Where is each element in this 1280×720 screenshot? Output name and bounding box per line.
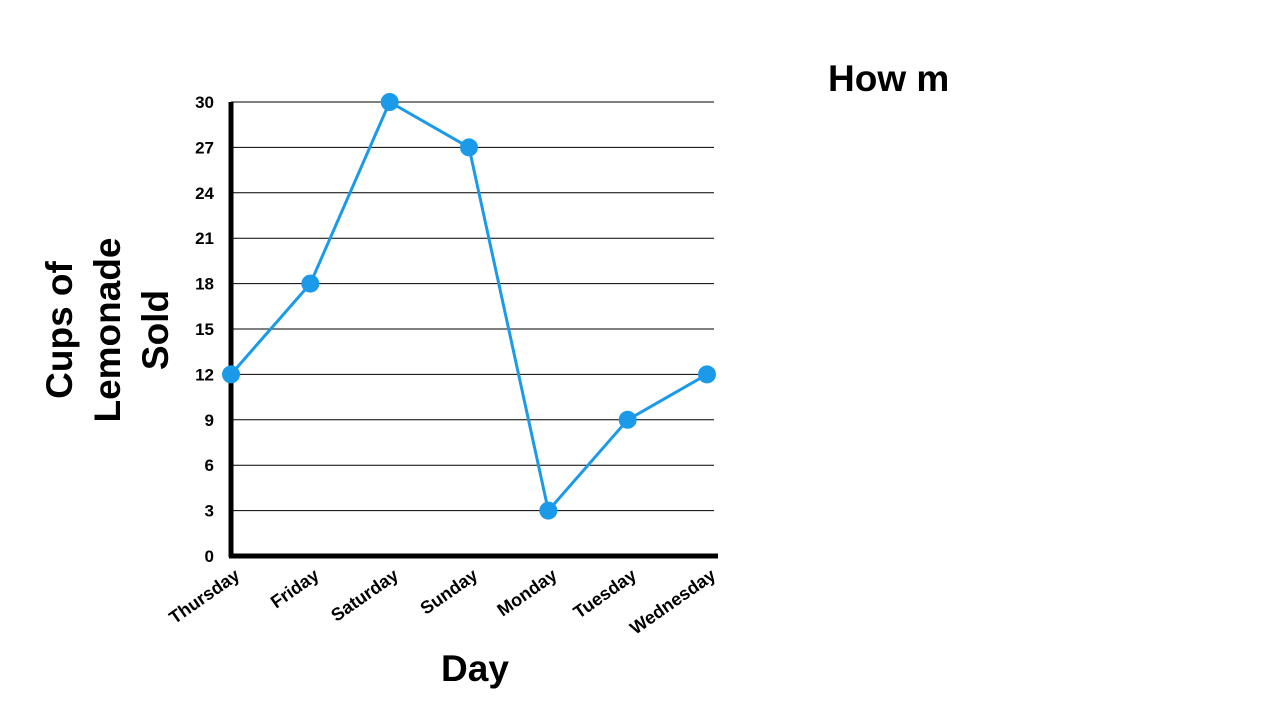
x-tick-label: Monday xyxy=(493,565,560,620)
question-text: How m xyxy=(828,58,950,99)
y-tick-label: 12 xyxy=(195,365,214,384)
y-tick-label: 6 xyxy=(205,456,214,475)
y-tick-labels: 0 3 6 9 12 15 18 21 24 27 30 xyxy=(195,93,214,566)
y-tick-label: 3 xyxy=(205,502,214,521)
x-tick-label: Sunday xyxy=(417,565,482,619)
y-axis-title-line: Sold xyxy=(135,290,176,370)
y-tick-label: 27 xyxy=(195,138,214,157)
data-point xyxy=(539,501,558,520)
series-line xyxy=(229,100,708,513)
axes xyxy=(228,102,718,559)
x-axis-title: Day xyxy=(441,648,509,689)
series-cups-sold xyxy=(222,93,716,520)
x-tick-label: Saturday xyxy=(327,565,402,626)
y-tick-label: 21 xyxy=(195,229,214,248)
data-point xyxy=(698,365,716,384)
y-axis-title-line: Lemonade xyxy=(87,237,128,422)
y-tick-label: 30 xyxy=(195,93,214,112)
y-tick-label: 18 xyxy=(195,275,214,294)
y-axis-title-line: Cups of xyxy=(39,260,80,398)
data-point xyxy=(460,138,478,157)
x-tick-labels: Thursday Friday Saturday Sunday Monday Tuesda… xyxy=(165,565,719,639)
x-tick-label: Friday xyxy=(267,565,323,612)
y-tick-label: 15 xyxy=(195,320,214,339)
y-tick-label: 0 xyxy=(205,547,214,566)
data-point xyxy=(380,93,399,111)
data-point xyxy=(222,365,240,384)
x-tick-label: Thursday xyxy=(165,565,243,628)
data-point xyxy=(618,410,637,429)
y-tick-label: 9 xyxy=(205,411,214,430)
y-tick-label: 24 xyxy=(195,184,214,203)
y-axis-title: Cups of Lemonade Sold xyxy=(39,237,176,422)
x-tick-label: Tuesday xyxy=(570,565,640,623)
data-point xyxy=(301,274,320,293)
x-tick-label: Wednesday xyxy=(626,565,719,639)
